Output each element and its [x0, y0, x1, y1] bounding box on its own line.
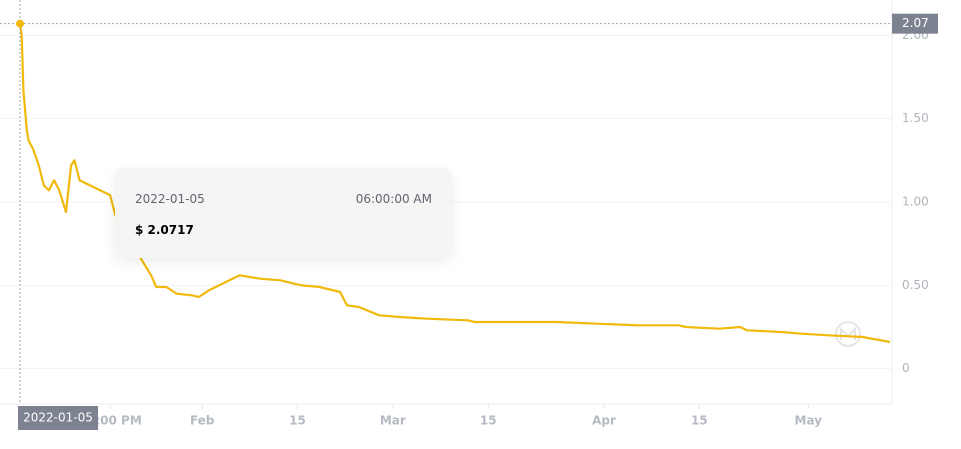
crosshair-point	[16, 19, 24, 28]
x-tick-label: 15	[480, 414, 497, 428]
x-tick-label: 15	[691, 414, 708, 428]
y-tick-label: 1.00	[902, 195, 929, 209]
tooltip-date: 2022-01-05	[135, 192, 205, 206]
date-label: 2022-01-05	[23, 411, 93, 425]
x-tick-label: May	[795, 414, 823, 428]
x-tick-label: Feb	[190, 414, 215, 428]
tooltip-price: $ 2.0717	[135, 223, 194, 237]
watermark	[835, 321, 861, 347]
tooltip-time: 06:00:00 AM	[355, 192, 432, 206]
x-tick-label: Apr	[592, 414, 616, 428]
price-line	[18, 23, 891, 344]
y-tick-label: 0.50	[902, 278, 929, 292]
y-tick-label: 0	[902, 361, 910, 375]
x-tick-label: Mar	[380, 414, 406, 428]
y-tick-label: 1.50	[902, 111, 929, 125]
price-label-box	[892, 13, 938, 34]
date-label-box	[18, 406, 98, 430]
price-label: 2.07	[902, 16, 929, 30]
tooltip: 2022-01-05 06:00:00 AM $ 2.0717	[115, 168, 452, 258]
x-tick-label: 15	[289, 414, 306, 428]
